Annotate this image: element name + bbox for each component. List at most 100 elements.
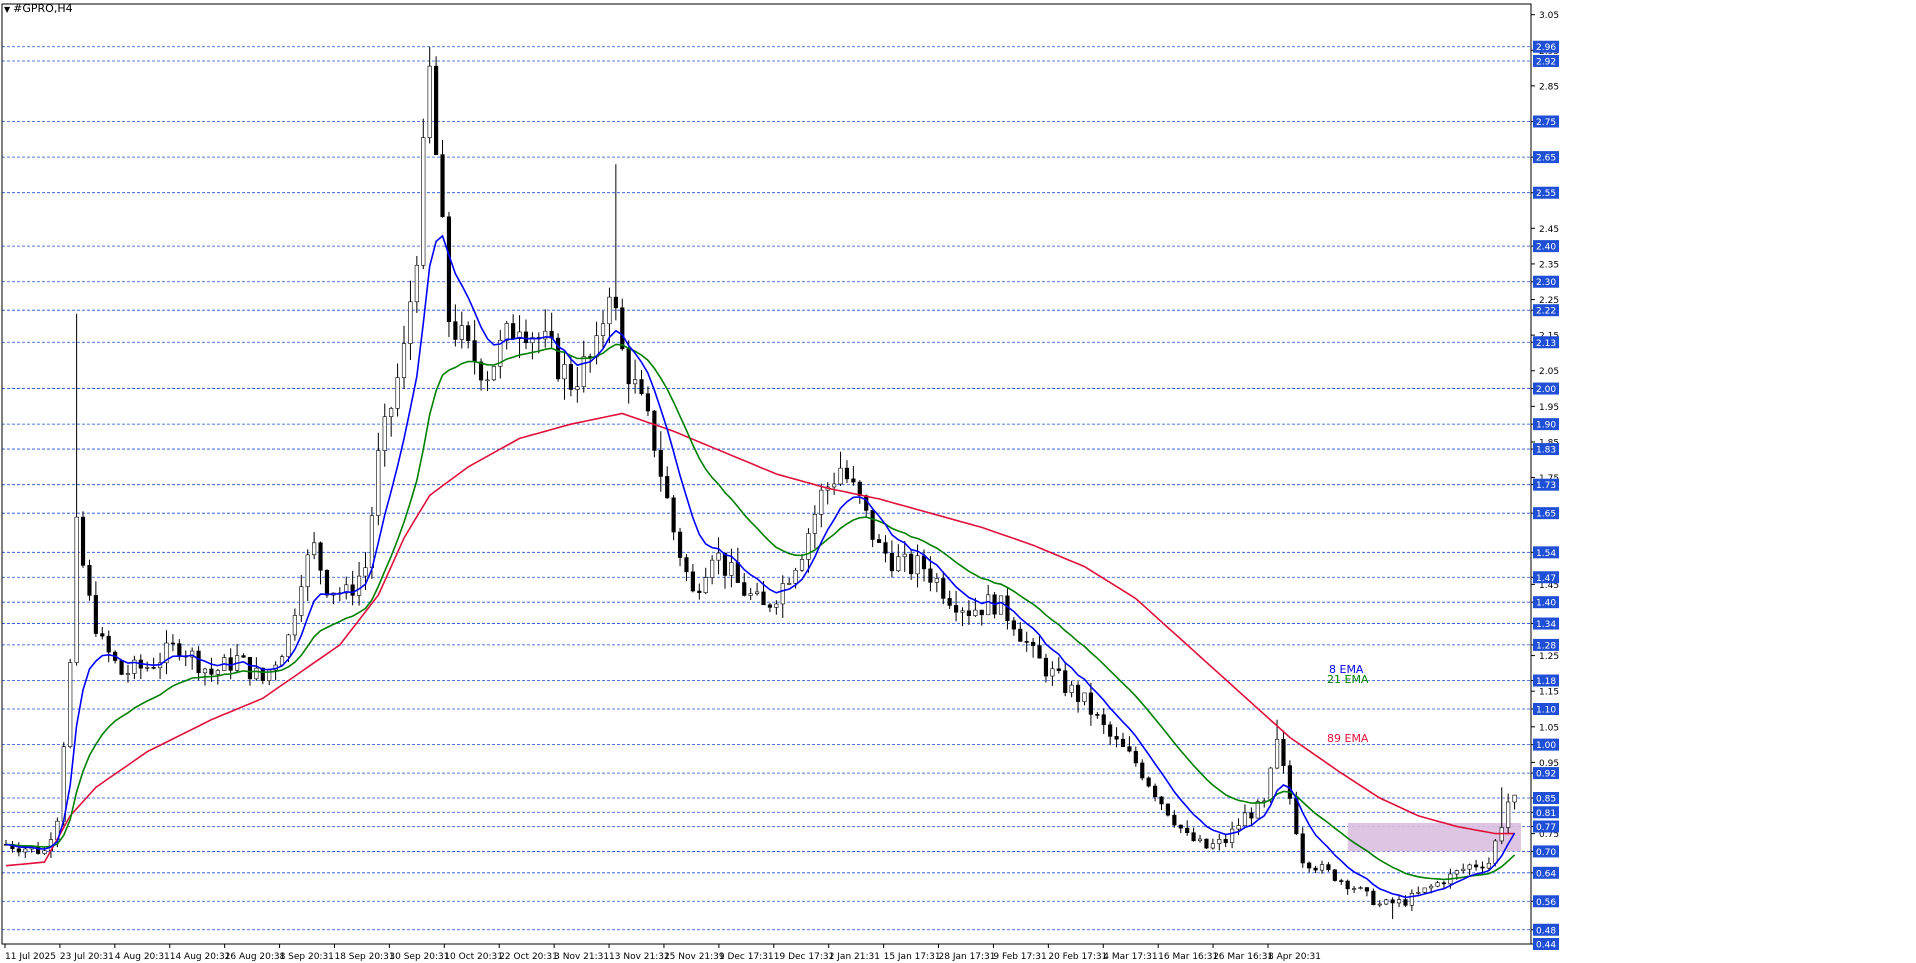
price-level-tag: [1533, 895, 1559, 908]
candle-body: [1294, 798, 1299, 835]
price-level-tag-label: 0.92: [1536, 770, 1556, 780]
candle-body: [363, 567, 368, 577]
candle-body: [68, 662, 73, 747]
time-tick-label: 2 Jan 21:31: [829, 952, 880, 962]
candle-body: [729, 562, 734, 576]
candle-body: [1473, 864, 1479, 868]
time-tick-label: 19 Dec 17:31: [774, 952, 835, 962]
price-level-tag: [1533, 418, 1559, 431]
time-tick-label: 16 Mar 16:31: [1158, 952, 1218, 962]
candle-body: [1339, 880, 1344, 882]
candle-body: [1352, 888, 1357, 890]
candle-body: [1095, 714, 1100, 716]
price-tick-label: 1.05: [1539, 723, 1559, 733]
candle-body: [639, 379, 644, 395]
candle-body: [677, 531, 683, 558]
symbol-timeframe: #GPRO,H4: [13, 2, 73, 15]
candle-body: [177, 643, 182, 657]
candle-body: [1210, 843, 1215, 849]
candle-body: [838, 467, 843, 485]
candle-body: [780, 583, 785, 605]
candle-body: [1403, 899, 1408, 906]
candle-body: [652, 410, 657, 451]
candle-body: [446, 216, 452, 322]
candle-body: [921, 555, 927, 570]
candle-body: [434, 65, 439, 155]
time-tick-label: 9 Dec 17:31: [719, 952, 774, 962]
chevron-down-icon[interactable]: ▼: [4, 5, 11, 14]
candle-body: [453, 321, 458, 340]
candle-body: [568, 364, 573, 390]
ema-21-line: [5, 343, 1516, 881]
candle-body: [575, 386, 580, 390]
candle-body: [543, 330, 548, 340]
price-tick-label: 2.85: [1539, 82, 1559, 92]
candle-body: [1422, 887, 1427, 893]
candle-body: [23, 848, 28, 853]
price-level-tag: [1533, 546, 1559, 559]
candle-body: [350, 584, 355, 596]
candle-body: [947, 598, 952, 606]
candle-body: [408, 301, 413, 344]
price-tick-label: 2.25: [1539, 296, 1559, 306]
candle-body: [1204, 838, 1209, 849]
candle-body: [876, 539, 882, 543]
time-tick-label: 8 Sep 20:31: [280, 952, 334, 962]
candle-body: [954, 605, 959, 613]
candle-body: [870, 510, 875, 540]
candle-body: [318, 542, 323, 571]
candle-body: [466, 325, 471, 341]
candle-body: [979, 609, 984, 616]
price-level-tag: [1533, 703, 1559, 715]
candle-body: [324, 570, 330, 596]
candle-body: [896, 556, 901, 572]
ema-lines: [5, 234, 1516, 899]
candle-body: [1454, 870, 1459, 875]
candle-body: [1191, 832, 1196, 842]
price-level-tag: [1533, 40, 1559, 53]
candle-body: [819, 489, 824, 515]
price-level-tag-label: 0.56: [1536, 898, 1556, 908]
price-tick-label: 2.35: [1539, 260, 1559, 270]
candle-body: [1114, 736, 1119, 740]
candle-body: [1223, 839, 1228, 843]
candle-body: [530, 337, 535, 344]
candle-body: [1018, 628, 1023, 642]
candle-body: [459, 325, 464, 340]
candle-body: [1075, 684, 1081, 702]
candle-body: [517, 331, 522, 340]
candle-body: [1056, 668, 1061, 671]
price-level-tag: [1533, 845, 1559, 858]
price-level-tag-label: 1.10: [1536, 706, 1556, 716]
candle-body: [1108, 724, 1113, 737]
candle-body: [440, 154, 445, 218]
candle-body: [80, 516, 86, 566]
price-tick-label: 2.45: [1539, 225, 1559, 235]
candle-body: [1429, 885, 1434, 889]
price-axis: 3.052.952.852.752.652.552.452.402.352.30…: [1, 3, 1559, 951]
candle-body: [1242, 812, 1248, 826]
time-axis: 11 Jul 2025 23 Jul 20:31 4 Aug 20:31 14 Aug…: [4, 944, 1321, 962]
price-level-tag-label: 2.55: [1536, 189, 1556, 199]
candle-body: [1133, 750, 1138, 764]
price-level-tag-label: 2.96: [1536, 43, 1556, 53]
candle-body: [215, 670, 220, 675]
candle-body: [889, 553, 894, 572]
candle-body: [1467, 864, 1472, 870]
time-tick-label: 23 Jul 20:31: [60, 952, 114, 962]
candle-body: [857, 481, 862, 496]
price-level-tag-label: 1.34: [1536, 620, 1556, 630]
candle-body: [1178, 824, 1183, 829]
candle-body: [305, 554, 310, 587]
price-tick-label: 1.25: [1539, 652, 1559, 662]
candle-body: [1217, 839, 1222, 845]
candle-body: [395, 377, 400, 409]
candle-body: [710, 559, 715, 578]
price-level-tag: [1533, 767, 1559, 780]
candle-body: [902, 553, 907, 558]
candle-body: [645, 393, 651, 412]
candle-body: [806, 533, 811, 560]
price-level-tag-label: 1.90: [1536, 421, 1556, 431]
